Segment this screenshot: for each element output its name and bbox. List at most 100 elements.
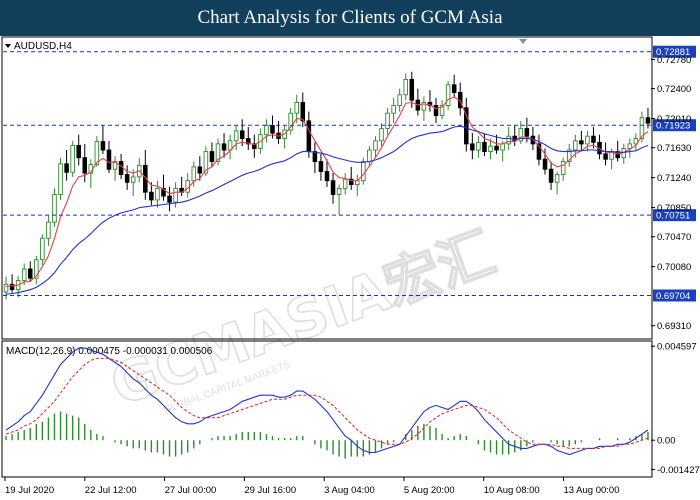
candle-body bbox=[209, 151, 215, 162]
candle-body bbox=[554, 174, 560, 183]
candle-body bbox=[403, 78, 408, 96]
candle-body bbox=[288, 112, 293, 131]
candle-body bbox=[294, 102, 299, 114]
candle-body bbox=[9, 283, 15, 291]
candle-body bbox=[427, 102, 433, 106]
candle-body bbox=[603, 153, 608, 160]
candle-body bbox=[239, 130, 245, 139]
candle-body bbox=[560, 161, 566, 176]
candle-body bbox=[342, 178, 348, 189]
macd-y-tick-label: -0.001427 bbox=[657, 465, 700, 476]
candle-body bbox=[191, 166, 197, 182]
candle-body bbox=[173, 187, 178, 203]
candle-body bbox=[373, 140, 378, 151]
candle-body bbox=[445, 84, 451, 106]
candle-body bbox=[536, 143, 542, 160]
price-y-tick-label: 0.71630 bbox=[657, 143, 691, 154]
candle-body bbox=[391, 105, 396, 114]
candle-body bbox=[506, 135, 511, 145]
candle-body bbox=[591, 135, 596, 143]
candle-body bbox=[421, 102, 427, 111]
x-tick-label: 27 Jul 00:00 bbox=[165, 485, 217, 496]
candle-body bbox=[40, 237, 45, 261]
candle-body bbox=[439, 105, 445, 116]
candle-body bbox=[318, 161, 324, 172]
candle-body bbox=[385, 112, 390, 129]
candle-body bbox=[397, 94, 402, 106]
candle-body bbox=[118, 161, 124, 176]
level-price-tag bbox=[653, 209, 696, 222]
candle-body bbox=[409, 78, 415, 101]
candle-body bbox=[639, 117, 645, 139]
x-tick-label: 10 Aug 08:00 bbox=[484, 485, 540, 496]
candle-body bbox=[270, 125, 275, 134]
candle-body bbox=[500, 143, 505, 151]
price-y-tick-label: 0.70080 bbox=[657, 262, 691, 273]
candle-body bbox=[494, 145, 499, 151]
candle-body bbox=[476, 141, 481, 151]
x-tick-label: 22 Jul 12:00 bbox=[85, 485, 137, 496]
price-y-tick-label: 0.70470 bbox=[657, 232, 691, 243]
price-y-tick-label: 0.72010 bbox=[657, 114, 691, 125]
macd-signal-line bbox=[5, 357, 649, 449]
level-price-tag bbox=[653, 45, 696, 58]
price-panel bbox=[1, 36, 653, 340]
candle-body bbox=[94, 141, 100, 166]
macd-y-tick-label: 0.004597 bbox=[657, 342, 697, 353]
candle-body bbox=[203, 151, 209, 174]
candle-body bbox=[361, 161, 366, 182]
symbol-dropdown-icon[interactable] bbox=[5, 44, 11, 48]
candle-body bbox=[76, 144, 81, 159]
ma-slow-line bbox=[5, 125, 649, 295]
candle-body bbox=[233, 130, 239, 142]
candle-body bbox=[3, 283, 9, 293]
ma-fast-line bbox=[5, 96, 649, 288]
candle-body bbox=[167, 195, 172, 203]
price-y-tick-label: 0.72400 bbox=[657, 84, 691, 95]
candle-body bbox=[348, 178, 354, 185]
page-title: Chart Analysis for Clients of GCM Asia bbox=[0, 0, 700, 36]
candle-body bbox=[488, 145, 493, 153]
candle-body bbox=[518, 128, 524, 142]
candle-body bbox=[149, 191, 154, 201]
macd-panel bbox=[1, 340, 653, 478]
candle-body bbox=[324, 171, 330, 182]
candle-body bbox=[58, 163, 63, 195]
candle-body bbox=[106, 149, 112, 170]
level-price-label: 0.72881 bbox=[656, 47, 690, 58]
shift-marker-icon bbox=[519, 39, 527, 44]
watermark-text: GCMASIA宏汇 bbox=[103, 220, 504, 419]
candle-body bbox=[579, 140, 584, 145]
level-price-label: 0.69704 bbox=[656, 291, 690, 302]
candle-body bbox=[34, 259, 39, 279]
candle-body bbox=[215, 143, 221, 162]
level-price-tag bbox=[653, 119, 696, 132]
candle-body bbox=[379, 128, 384, 142]
candle-body bbox=[64, 163, 69, 173]
candle-body bbox=[336, 187, 342, 195]
candle-body bbox=[82, 157, 88, 174]
candle-body bbox=[566, 149, 572, 162]
chart-area: GCMASIA宏汇 GLOBAL CAPITAL MARKETS AUDUSD,… bbox=[1, 36, 700, 496]
candle-body bbox=[615, 151, 620, 159]
candle-body bbox=[542, 158, 548, 170]
candle-body bbox=[246, 138, 251, 145]
macd-label: MACD(12,26,9) 0.000475 -0.000031 0.00050… bbox=[6, 346, 213, 357]
candle-body bbox=[573, 140, 578, 151]
candle-body bbox=[433, 105, 439, 116]
x-tick-label: 19 Jul 2020 bbox=[5, 485, 54, 496]
candle-body bbox=[470, 143, 475, 151]
candle-body bbox=[633, 138, 639, 145]
candle-body bbox=[161, 187, 166, 197]
price-y-tick-label: 0.70850 bbox=[657, 203, 691, 214]
x-tick-label: 5 Aug 20:00 bbox=[404, 485, 455, 496]
candle-body bbox=[143, 164, 148, 193]
candle-body bbox=[355, 180, 360, 185]
candle-body bbox=[451, 84, 457, 93]
candle-body bbox=[264, 125, 269, 136]
level-price-tag bbox=[653, 289, 696, 302]
candle-body bbox=[221, 143, 227, 151]
macd-y-tick-label: 0.00 bbox=[657, 436, 676, 447]
candle-body bbox=[21, 268, 27, 281]
candle-body bbox=[585, 135, 590, 145]
